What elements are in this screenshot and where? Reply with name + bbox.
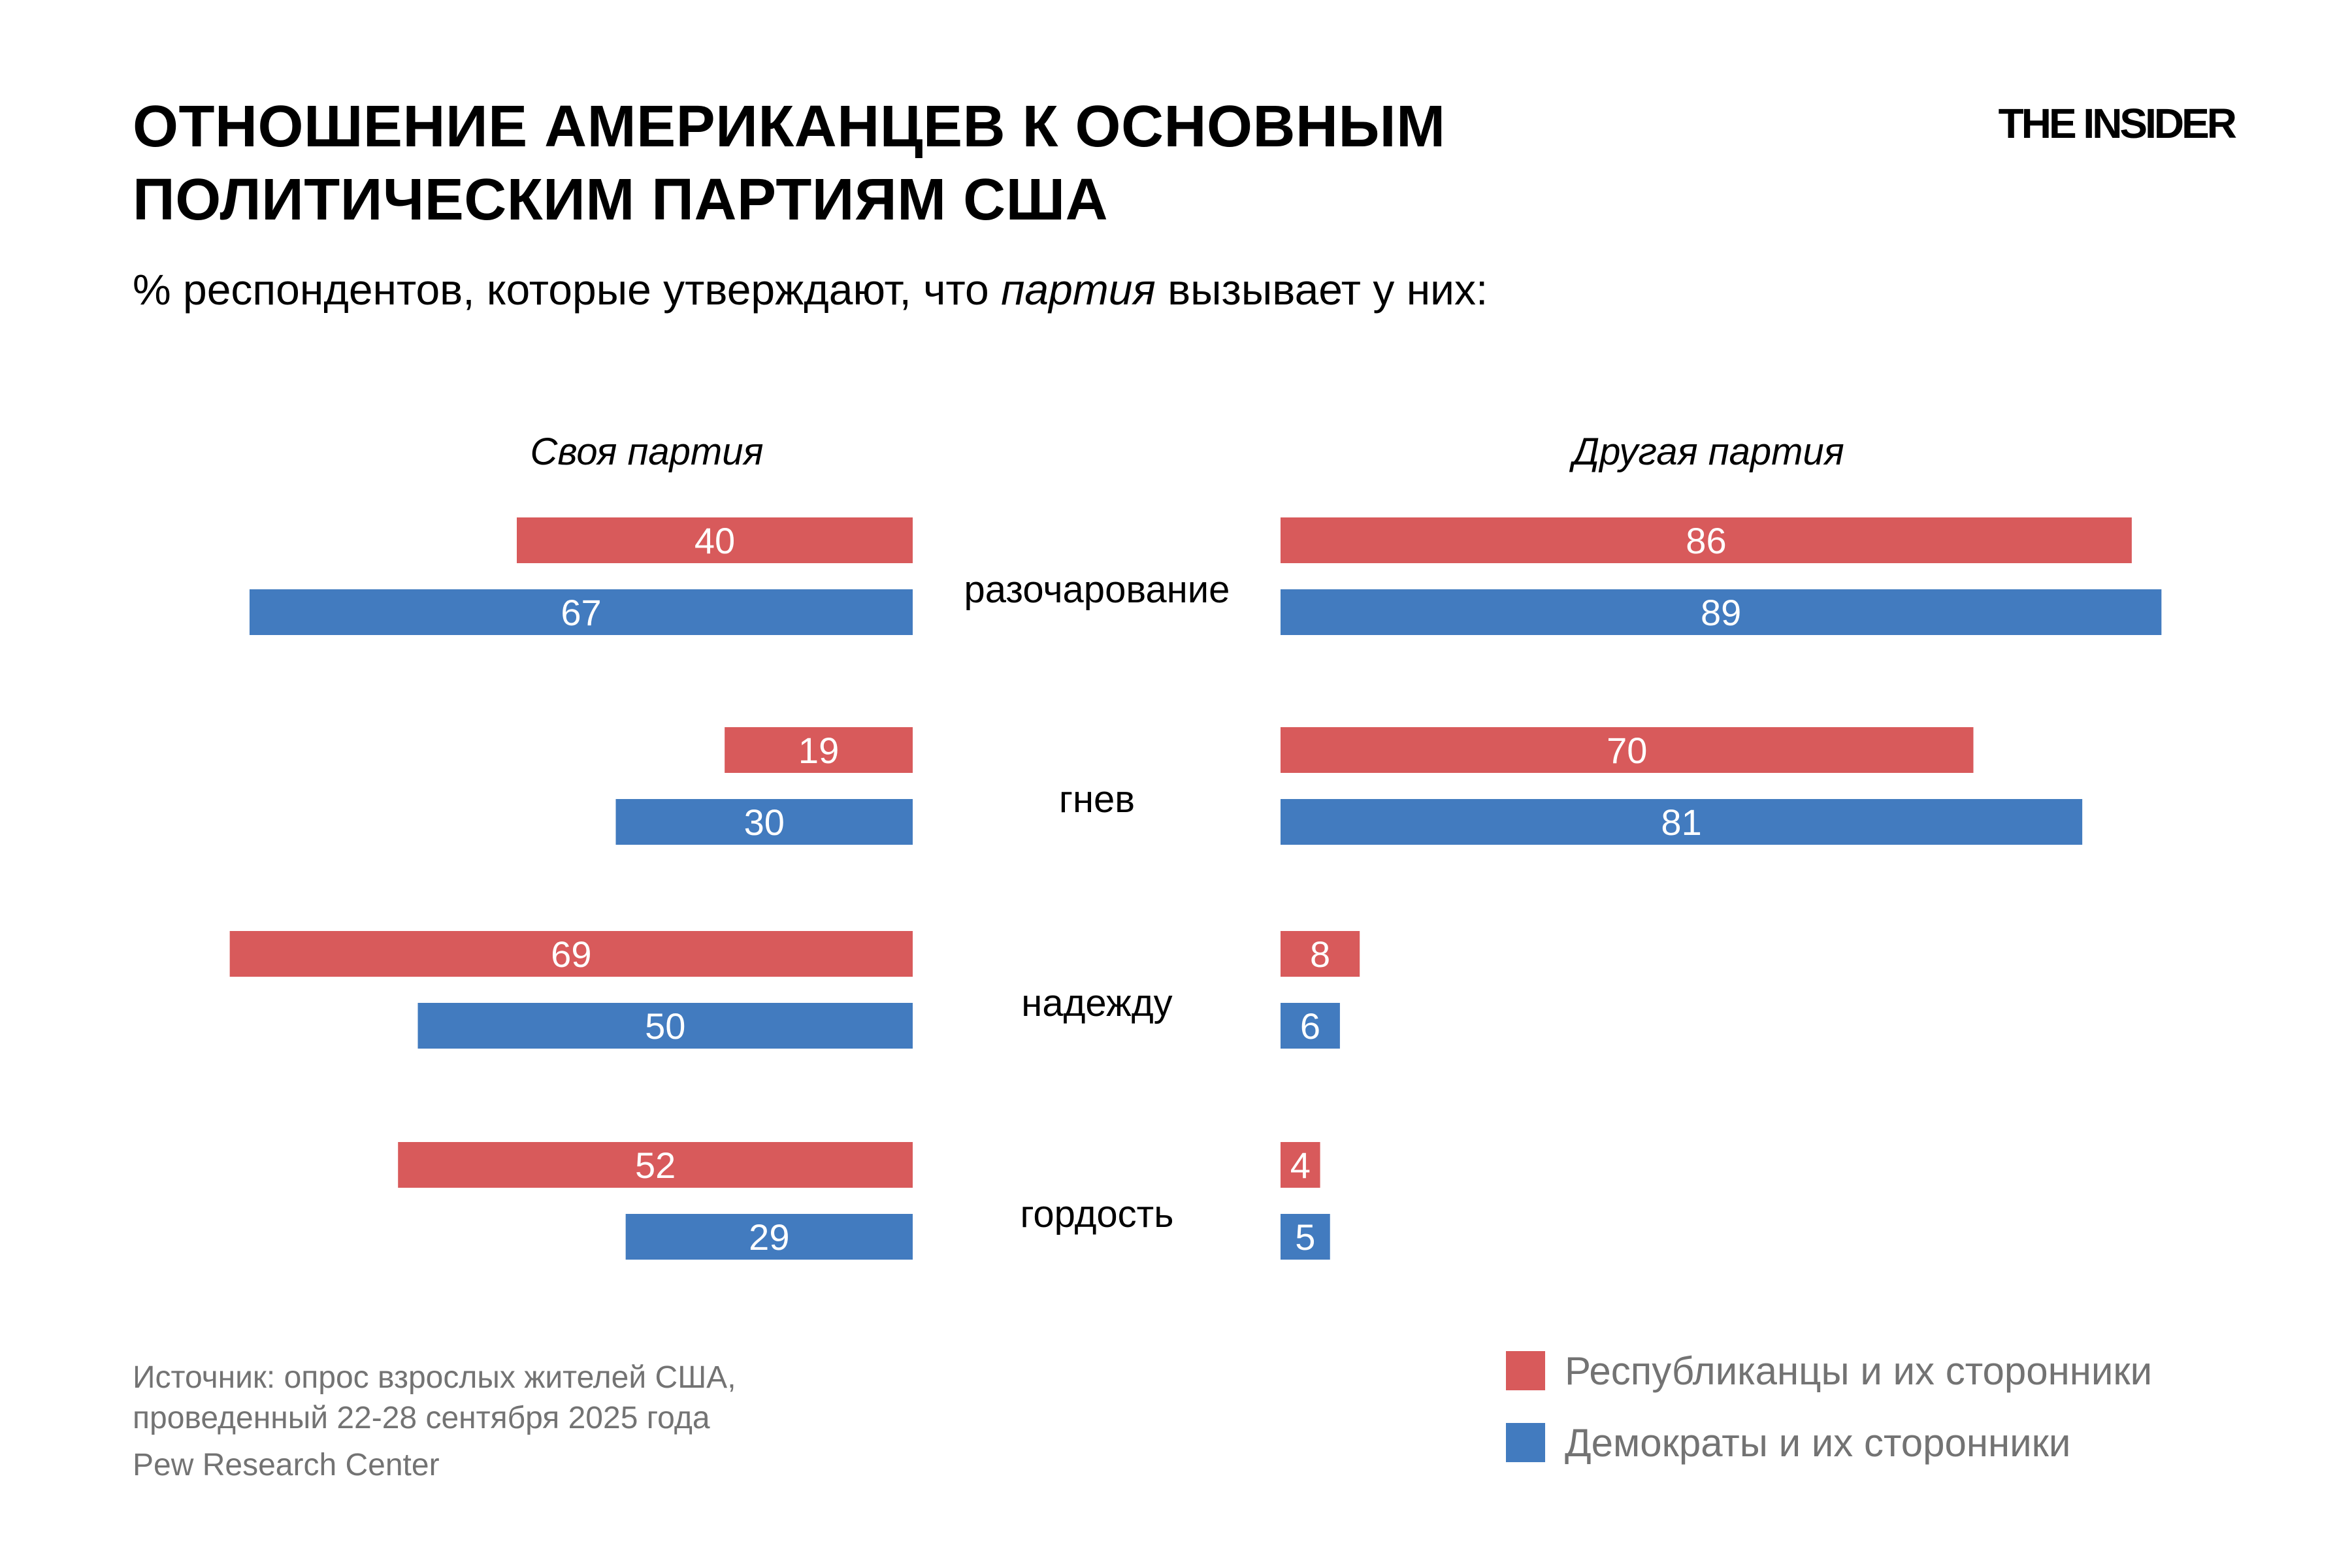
chart-title: ОТНОШЕНИЕ АМЕРИКАНЦЕВ К ОСНОВНЫМ ПОЛИТИЧ…	[133, 90, 1446, 237]
legend-item-republicans: Республиканцы и их сторонники	[1506, 1346, 2152, 1396]
bar-value-label: 52	[635, 1145, 676, 1186]
bar-value-label: 40	[694, 520, 735, 561]
bar-other-dem	[1281, 589, 2162, 635]
chart-title-line2: ПОЛИТИЧЕСКИМ ПАРТИЯМ США	[133, 167, 1109, 233]
bar-other-rep	[1281, 1142, 1320, 1188]
panel-heading-own-party: Своя партия	[530, 431, 764, 473]
chart-subtitle: % респондентов, которые утверждают, что …	[133, 265, 1488, 314]
bar-value-label: 70	[1607, 730, 1647, 771]
bar-value-label: 30	[744, 802, 785, 843]
bar-value-label: 50	[645, 1005, 685, 1047]
panel-heading-other-party: Другая партия	[1573, 431, 1844, 473]
bar-own-dem	[249, 589, 913, 635]
category-label: гордость	[1021, 1193, 1174, 1235]
bar-own-dem	[625, 1214, 913, 1260]
category-label: гнев	[1059, 778, 1135, 821]
source-line-1: Источник: опрос взрослых жителей США,	[133, 1360, 736, 1395]
source-organization: Pew Research Center	[133, 1448, 440, 1482]
bar-value-label: 67	[561, 592, 601, 633]
bar-value-label: 5	[1295, 1217, 1315, 1258]
bar-value-label: 6	[1300, 1005, 1320, 1047]
chart-title-line1: ОТНОШЕНИЕ АМЕРИКАНЦЕВ К ОСНОВНЫМ	[133, 94, 1446, 159]
bar-other-dem	[1281, 799, 2083, 845]
subtitle-italic-word: партия	[1001, 265, 1156, 314]
bar-own-rep	[398, 1142, 913, 1188]
category-label: разочарование	[964, 568, 1230, 611]
bar-own-dem	[417, 1003, 913, 1049]
bar-other-rep	[1281, 727, 1974, 773]
subtitle-text-end: вызывает у них:	[1155, 265, 1488, 314]
bar-value-label: 81	[1661, 802, 1701, 843]
bar-value-label: 29	[749, 1217, 789, 1258]
legend-swatch-republicans	[1506, 1351, 1545, 1390]
legend-swatch-democrats	[1506, 1423, 1545, 1462]
bar-other-rep	[1281, 931, 1360, 977]
butterfly-bar-chart: разочарование40678689гнев19307081надежду…	[229, 517, 2162, 1260]
bar-other-rep	[1281, 517, 2132, 563]
bar-value-label: 8	[1310, 934, 1330, 975]
bar-own-rep	[725, 727, 913, 773]
bar-value-label: 86	[1686, 520, 1726, 561]
legend-label-republicans: Республиканцы и их сторонники	[1565, 1348, 2153, 1393]
bar-value-label: 89	[1701, 592, 1741, 633]
bar-value-label: 19	[798, 730, 839, 771]
legend-label-democrats: Демократы и их сторонники	[1565, 1420, 2071, 1465]
category-label: надежду	[1021, 982, 1172, 1024]
bar-own-rep	[517, 517, 913, 563]
source-note: Источник: опрос взрослых жителей США, пр…	[133, 1358, 736, 1486]
source-line-2: проведенный 22-28 сентября 2025 года	[133, 1401, 710, 1435]
legend-item-democrats: Демократы и их сторонники	[1506, 1418, 2152, 1467]
legend: Республиканцы и их сторонники Демократы …	[1506, 1346, 2152, 1490]
bar-value-label: 69	[551, 934, 591, 975]
publisher-logo: THE INSIDER	[1998, 100, 2237, 147]
bar-other-dem	[1281, 1214, 1330, 1260]
bar-value-label: 4	[1290, 1145, 1311, 1186]
bar-own-rep	[229, 931, 913, 977]
bar-own-dem	[615, 799, 913, 845]
bar-other-dem	[1281, 1003, 1340, 1049]
subtitle-text-start: % респондентов, которые утверждают, что	[133, 265, 1002, 314]
